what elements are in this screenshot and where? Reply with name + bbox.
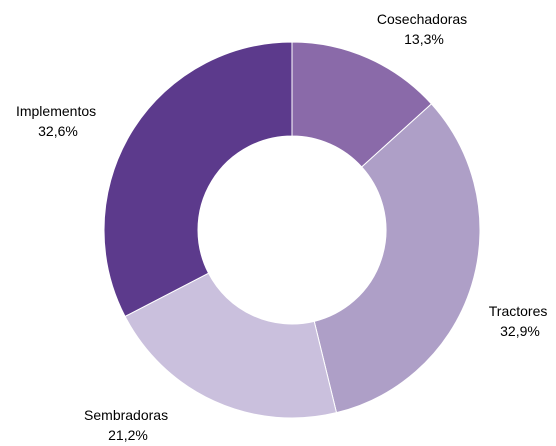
slice-sembradoras: [124, 272, 338, 419]
label-cosechadoras: Cosechadoras 13,3%: [377, 11, 471, 47]
label-implementos-value: 32,6%: [38, 123, 78, 139]
label-cosechadoras-name: Cosechadoras: [377, 11, 467, 27]
label-sembradoras: Sembradoras 21,2%: [84, 407, 172, 443]
label-implementos: Implementos 32,6%: [16, 103, 100, 139]
label-cosechadoras-value: 13,3%: [404, 31, 444, 47]
slices-group: [103, 41, 481, 419]
label-implementos-name: Implementos: [16, 103, 96, 119]
slice-tractores: [313, 103, 481, 414]
label-tractores-name: Tractores: [489, 303, 548, 319]
label-sembradoras-value: 21,2%: [108, 427, 148, 443]
slice-implementos: [103, 41, 293, 318]
label-tractores-value: 32,9%: [500, 323, 540, 339]
label-tractores: Tractores 32,9%: [489, 303, 552, 339]
label-sembradoras-name: Sembradoras: [84, 407, 168, 423]
labels-group: Cosechadoras 13,3% Tractores 32,9% Sembr…: [16, 11, 552, 443]
